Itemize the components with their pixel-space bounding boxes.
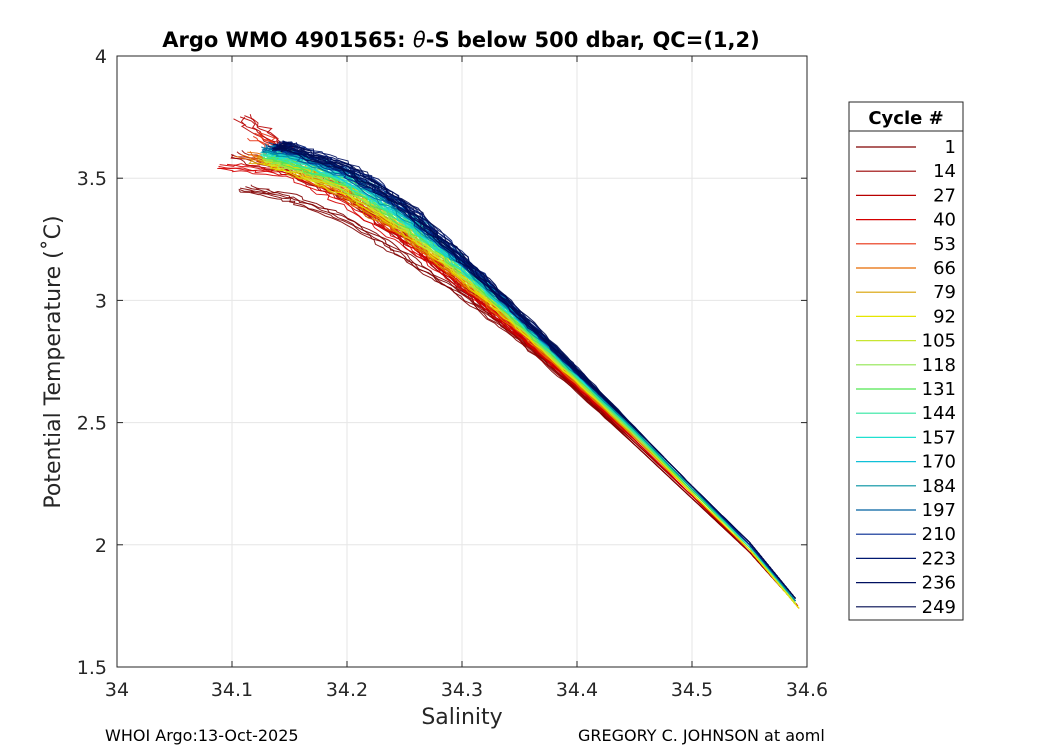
legend-label-144: 144 xyxy=(922,403,956,424)
y-tick-label: 2.5 xyxy=(77,413,107,435)
legend: Cycle # 1 14 27 40 53 66 79 92 105 118 131 144 157 17… xyxy=(848,101,964,621)
legend-label-92: 92 xyxy=(933,306,956,327)
legend-label-223: 223 xyxy=(922,548,956,569)
theta-symbol: θ xyxy=(413,28,426,52)
legend-label-14: 14 xyxy=(933,161,956,182)
legend-label-131: 131 xyxy=(922,379,956,400)
x-tick-label: 34.1 xyxy=(211,679,253,701)
legend-label-184: 184 xyxy=(922,476,956,497)
y-tick-label: 1.5 xyxy=(77,657,107,679)
legend-label-118: 118 xyxy=(922,355,956,376)
y-tick-label: 4 xyxy=(95,46,107,68)
legend-label-53: 53 xyxy=(933,234,956,255)
x-tick-label: 34 xyxy=(105,679,129,701)
legend-label-236: 236 xyxy=(922,573,956,594)
legend-label-210: 210 xyxy=(922,524,956,545)
x-tick-label: 34.6 xyxy=(786,679,828,701)
footer-right: GREGORY C. JOHNSON at aoml xyxy=(578,726,825,745)
y-tick-label: 3.5 xyxy=(77,168,107,190)
tick-layer: 34 34.1 34.2 34.3 34.4 34.5 34.6 1.5 2 2.5 3 3.5 4 xyxy=(77,46,828,701)
legend-label-157: 157 xyxy=(922,427,956,448)
legend-title: Cycle # xyxy=(868,108,943,129)
legend-label-197: 197 xyxy=(922,500,956,521)
x-axis-label: Salinity xyxy=(421,705,502,730)
footer-left: WHOI Argo:13-Oct-2025 xyxy=(105,726,299,745)
legend-label-79: 79 xyxy=(933,282,956,303)
legend-label-40: 40 xyxy=(933,210,956,231)
legend-label-27: 27 xyxy=(933,185,956,206)
x-tick-label: 34.5 xyxy=(671,679,713,701)
x-tick-label: 34.3 xyxy=(441,679,483,701)
legend-label-170: 170 xyxy=(922,452,956,473)
data-layer xyxy=(217,114,800,609)
y-axis-label: Potential Temperature (˚C) xyxy=(41,215,66,508)
y-tick-label: 3 xyxy=(95,290,107,312)
x-tick-label: 34.2 xyxy=(326,679,368,701)
x-tick-label: 34.4 xyxy=(556,679,598,701)
profile-line-cycle-249 xyxy=(279,142,796,599)
y-tick-label: 2 xyxy=(95,535,107,557)
legend-label-66: 66 xyxy=(933,258,956,279)
legend-label-249: 249 xyxy=(922,597,956,618)
legend-label-105: 105 xyxy=(922,331,956,352)
legend-label-1: 1 xyxy=(945,137,956,158)
chart-title: Argo WMO 4901565: θ-S below 500 dbar, QC… xyxy=(162,28,759,52)
